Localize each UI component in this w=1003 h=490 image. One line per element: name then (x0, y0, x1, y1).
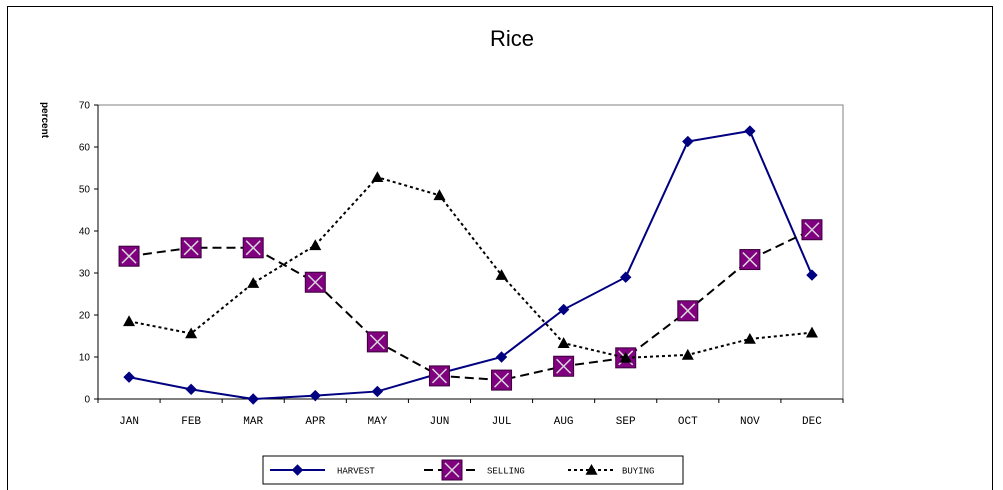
data-point-harvest (247, 393, 259, 405)
data-point-harvest (806, 269, 818, 281)
y-tick-label: 10 (79, 353, 91, 364)
data-point-harvest (371, 385, 384, 398)
data-point-selling (304, 271, 326, 293)
legend-label: BUYING (622, 467, 654, 477)
data-point-buying (123, 315, 136, 327)
data-point-buying (681, 348, 694, 360)
series-line-selling (128, 228, 813, 382)
legend-entry-selling: SELLING (424, 459, 525, 481)
data-point-harvest (620, 271, 632, 283)
legend-entry-buying: BUYING (568, 464, 654, 477)
legend-marker (585, 464, 598, 475)
data-point-harvest (682, 135, 694, 148)
data-point-selling (801, 219, 823, 241)
y-axis-label: percent (39, 102, 50, 139)
x-tick-label: JAN (119, 416, 139, 428)
x-tick-label: JUN (430, 416, 450, 428)
y-tick-label: 30 (79, 269, 91, 280)
x-tick-label: NOV (740, 416, 760, 428)
data-point-buying (619, 351, 632, 363)
data-point-buying (495, 269, 508, 280)
legend-marker (441, 459, 463, 481)
chart-title: Rice (490, 26, 534, 51)
data-point-buying (185, 327, 198, 339)
legend-label: HARVEST (337, 467, 375, 477)
data-point-harvest (309, 389, 321, 402)
data-point-harvest (185, 383, 197, 396)
legend-entry-harvest: HARVEST (270, 464, 375, 477)
legend-marker (291, 464, 304, 476)
y-tick-label: 20 (79, 311, 91, 322)
data-point-buying (309, 239, 322, 251)
x-tick-label: AUG (554, 416, 574, 428)
data-point-buying (247, 277, 260, 288)
data-point-buying (805, 326, 818, 338)
data-point-selling (491, 369, 513, 391)
data-point-selling (553, 355, 575, 377)
data-point-selling (242, 237, 264, 259)
y-tick-label: 0 (84, 395, 90, 406)
chart-frame (7, 6, 993, 490)
data-point-harvest (495, 351, 508, 363)
y-tick-label: 60 (79, 143, 91, 154)
data-point-buying (433, 189, 446, 201)
plot-area (97, 104, 844, 400)
series-harvest (123, 125, 818, 405)
legend: HARVEST SELLING BUYING (262, 455, 684, 485)
x-tick-label: JUL (492, 416, 512, 428)
series-selling (118, 219, 823, 391)
x-tick-label: MAR (243, 416, 263, 428)
x-tick-label: APR (305, 416, 325, 428)
legend-label: SELLING (487, 467, 525, 477)
data-point-selling (739, 249, 761, 271)
axes: 0 10 20 30 40 50 60 70 JAN FEB MAR APR MAY JUN JUL AUG S… (79, 101, 844, 428)
x-tick-label: SEP (616, 416, 636, 428)
data-point-buying (743, 332, 756, 344)
series-buying (123, 171, 818, 363)
data-point-selling (118, 245, 140, 267)
series-line-buying (128, 176, 813, 359)
x-tick-label: MAY (367, 416, 387, 428)
data-point-selling (180, 237, 202, 259)
data-point-harvest (123, 371, 135, 383)
x-tick-label: OCT (678, 416, 698, 428)
data-point-buying (371, 171, 384, 183)
data-point-harvest (744, 125, 756, 137)
y-tick-label: 40 (79, 227, 91, 238)
data-point-selling (428, 365, 450, 387)
x-tick-label: DEC (802, 416, 822, 428)
x-tick-label: FEB (181, 416, 201, 428)
series-layer (118, 125, 823, 405)
series-line-harvest (128, 129, 813, 401)
data-point-selling (366, 331, 388, 353)
data-point-harvest (557, 303, 570, 316)
y-tick-label: 70 (79, 101, 91, 112)
data-point-selling (677, 300, 699, 322)
y-tick-label: 50 (79, 185, 91, 196)
data-point-buying (557, 337, 570, 348)
